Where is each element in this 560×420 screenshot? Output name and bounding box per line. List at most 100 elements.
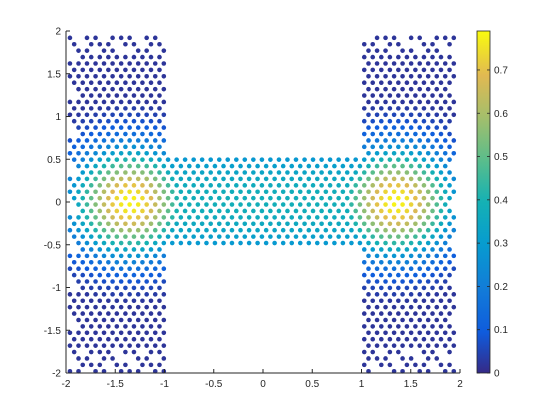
scatter-point bbox=[152, 61, 158, 66]
colorbar-tick-label: 0.3 bbox=[494, 239, 508, 250]
scatter-point bbox=[374, 304, 380, 310]
scatter-point bbox=[438, 208, 444, 214]
scatter-point bbox=[80, 183, 86, 188]
scatter-point bbox=[157, 144, 162, 150]
scatter-point bbox=[366, 74, 371, 79]
scatter-point bbox=[370, 144, 376, 150]
scatter-point bbox=[421, 349, 427, 355]
scatter-point bbox=[152, 330, 158, 336]
scatter-point bbox=[97, 234, 103, 239]
scatter-point bbox=[370, 131, 376, 137]
scatter-point bbox=[114, 311, 120, 316]
scatter-point bbox=[110, 227, 115, 233]
scatter-point bbox=[187, 215, 192, 220]
scatter-point bbox=[76, 163, 81, 169]
scatter-point bbox=[447, 234, 452, 239]
scatter-point bbox=[144, 202, 149, 207]
scatter-point bbox=[127, 189, 132, 195]
scatter-point bbox=[413, 67, 418, 73]
scatter-point bbox=[361, 183, 367, 188]
scatter-point bbox=[88, 349, 94, 355]
scatter-point bbox=[161, 112, 167, 118]
scatter-point bbox=[379, 208, 384, 214]
scatter-point bbox=[425, 125, 431, 130]
scatter-point bbox=[374, 279, 380, 284]
scatter-point bbox=[400, 266, 405, 271]
scatter-point bbox=[361, 144, 367, 150]
scatter-point bbox=[169, 189, 175, 195]
scatter-point bbox=[195, 202, 201, 207]
scatter-point bbox=[413, 362, 418, 368]
scatter-point bbox=[178, 176, 184, 182]
scatter-point bbox=[152, 253, 158, 259]
scatter-point bbox=[336, 208, 341, 214]
scatter-point bbox=[302, 195, 307, 201]
scatter-point bbox=[97, 80, 103, 86]
scatter-point bbox=[413, 170, 418, 175]
scatter-point bbox=[400, 138, 405, 143]
scatter-point bbox=[413, 144, 418, 150]
scatter-point bbox=[246, 189, 252, 195]
scatter-point bbox=[442, 215, 448, 220]
scatter-point bbox=[438, 106, 444, 111]
colorbar bbox=[476, 30, 491, 374]
scatter-point bbox=[84, 112, 90, 118]
scatter-point bbox=[144, 99, 149, 105]
scatter-point bbox=[152, 163, 158, 169]
scatter-point bbox=[442, 317, 448, 323]
scatter-point bbox=[84, 74, 90, 79]
scatter-point bbox=[148, 221, 154, 227]
scatter-point bbox=[110, 279, 115, 284]
scatter-point bbox=[396, 195, 401, 201]
scatter-point bbox=[413, 234, 418, 239]
scatter-point bbox=[144, 176, 149, 182]
scatter-point bbox=[114, 285, 120, 291]
scatter-point bbox=[106, 247, 111, 252]
scatter-point bbox=[97, 349, 103, 355]
scatter-point bbox=[204, 240, 209, 246]
scatter-point bbox=[366, 215, 371, 220]
scatter-point bbox=[323, 240, 329, 246]
scatter-point bbox=[140, 234, 145, 239]
scatter-point bbox=[110, 99, 115, 105]
scatter-point bbox=[408, 330, 414, 336]
scatter-point bbox=[251, 234, 256, 239]
scatter-point bbox=[106, 131, 111, 137]
scatter-point bbox=[434, 330, 440, 336]
scatter-point bbox=[451, 330, 457, 336]
scatter-point bbox=[344, 221, 350, 227]
scatter-point bbox=[204, 227, 209, 233]
scatter-point bbox=[425, 215, 431, 220]
scatter-point bbox=[417, 35, 423, 41]
scatter-point bbox=[229, 176, 235, 182]
scatter-point bbox=[451, 138, 457, 143]
scatter-point bbox=[430, 170, 435, 175]
scatter-point bbox=[421, 362, 427, 368]
scatter-point bbox=[451, 253, 457, 259]
scatter-point bbox=[434, 125, 440, 130]
scatter-point bbox=[434, 138, 440, 143]
scatter-point bbox=[110, 86, 115, 92]
scatter-point bbox=[408, 279, 414, 284]
scatter-point bbox=[157, 285, 162, 291]
scatter-point bbox=[135, 368, 141, 374]
scatter-point bbox=[140, 311, 145, 316]
scatter-point bbox=[101, 150, 107, 156]
scatter-point bbox=[118, 279, 124, 284]
scatter-point bbox=[434, 356, 440, 361]
scatter-point bbox=[174, 234, 179, 239]
scatter-point bbox=[297, 176, 303, 182]
scatter-point bbox=[131, 195, 137, 201]
scatter-point bbox=[255, 176, 260, 182]
scatter-point bbox=[417, 202, 423, 207]
scatter-point bbox=[289, 189, 295, 195]
scatter-point bbox=[144, 279, 149, 284]
scatter-point bbox=[114, 221, 120, 227]
scatter-point bbox=[366, 150, 371, 156]
scatter-point bbox=[387, 157, 393, 162]
scatter-point bbox=[110, 304, 115, 310]
scatter-point bbox=[106, 41, 111, 47]
scatter-point bbox=[276, 208, 282, 214]
scatter-point bbox=[332, 240, 337, 246]
scatter-point bbox=[387, 106, 393, 111]
